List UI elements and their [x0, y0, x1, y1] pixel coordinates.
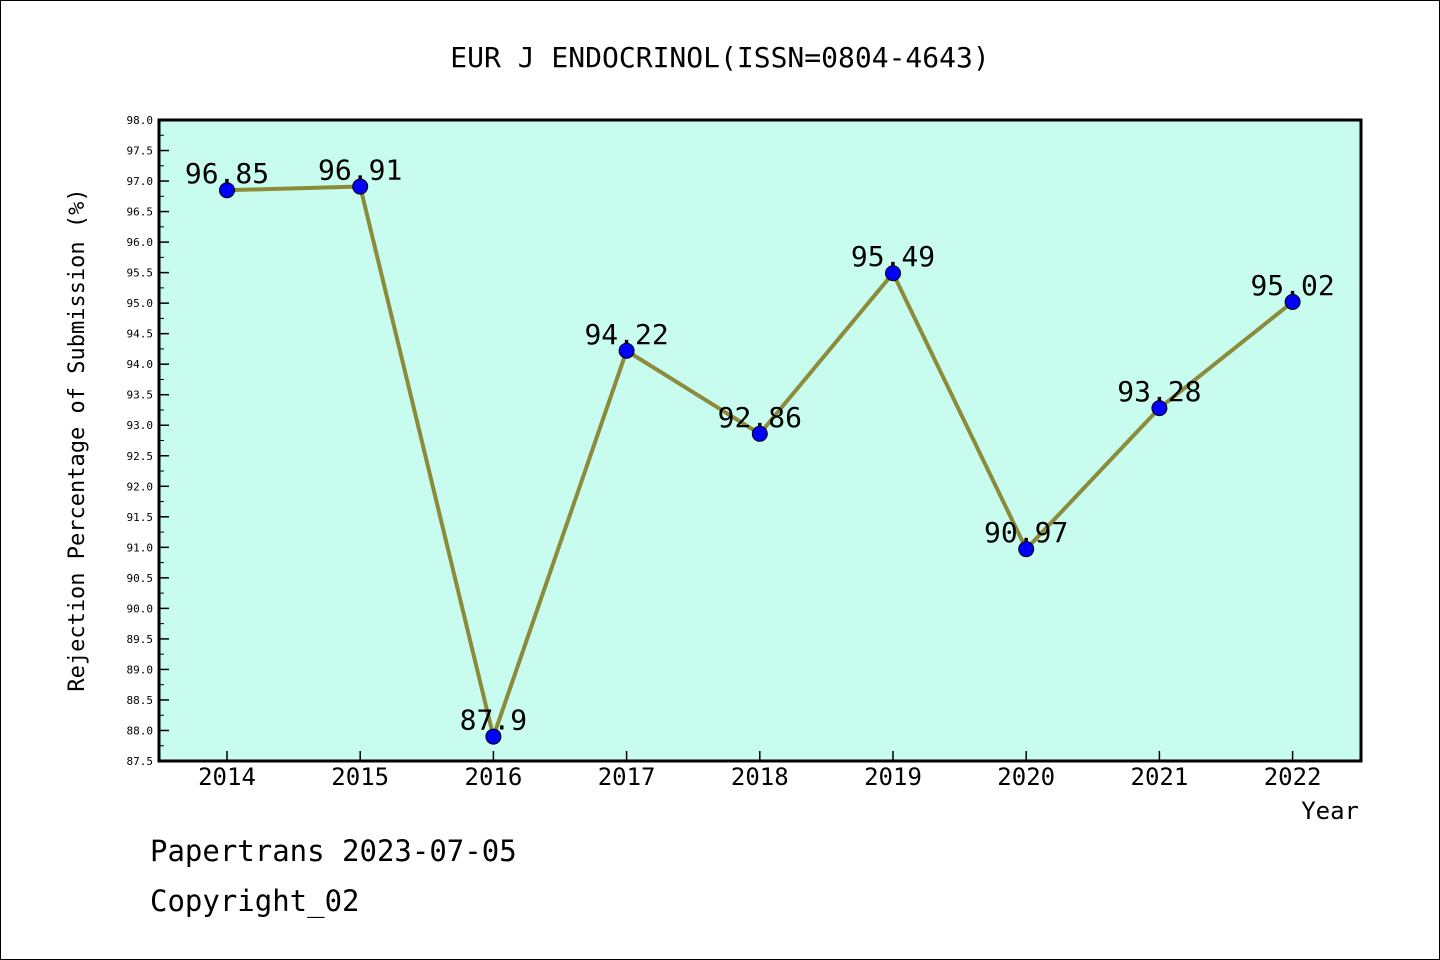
x-tick-label: 2022	[1264, 763, 1322, 791]
y-tick-label: 94.0	[127, 358, 154, 371]
x-tick-label: 2018	[731, 763, 789, 791]
data-point	[1018, 541, 1035, 558]
data-label: 95.49	[851, 240, 935, 273]
y-tick-label: 97.0	[127, 175, 154, 188]
data-labels: 96.85 96.91 87.9 94.22 92.86 95.49 90.97 93.28 9…	[185, 154, 1335, 737]
data-label: 92.86	[718, 401, 802, 434]
x-tick-label: 2017	[598, 763, 656, 791]
y-tick-label: 89.0	[127, 663, 154, 676]
data-label: 95.02	[1250, 269, 1334, 302]
y-tick-label: 91.0	[127, 541, 154, 554]
data-label: 87.9	[460, 704, 527, 737]
x-tick-label: 2015	[331, 763, 389, 791]
data-point	[485, 728, 502, 745]
y-tick-label: 95.5	[127, 267, 154, 280]
data-point	[219, 182, 235, 199]
footer-date: Papertrans 2023-07-05	[150, 834, 517, 868]
data-label: 96.85	[185, 157, 269, 190]
data-point	[1151, 400, 1168, 417]
data-point	[751, 425, 768, 442]
data-point	[352, 178, 369, 195]
y-axis-label: Rejection Percentage of Submission (%)	[65, 188, 90, 691]
data-point	[885, 265, 901, 282]
y-tick-label: 93.0	[127, 419, 154, 432]
y-tick-label: 95.0	[127, 297, 154, 310]
y-tick-label: 91.5	[127, 511, 154, 524]
y-tick-label: 96.5	[127, 206, 154, 219]
x-axis: 2014 2015 2016 2017 2018 2019 2020 2021 2022	[198, 751, 1321, 791]
y-tick-label: 90.5	[127, 572, 154, 585]
x-tick-label: 2020	[997, 763, 1055, 791]
y-tick-label: 98.0	[127, 114, 154, 127]
markers	[219, 178, 1301, 745]
data-label: 90.97	[984, 516, 1068, 549]
x-axis-label: Year	[1301, 797, 1359, 825]
footer-copyright: Copyright_02	[150, 884, 360, 918]
data-point	[1284, 293, 1301, 310]
data-label: 94.22	[584, 318, 668, 351]
y-tick-label: 90.0	[127, 602, 154, 615]
chart-title: EUR J ENDOCRINOL(ISSN=0804-4643)	[450, 41, 989, 74]
y-tick-label: 89.5	[127, 633, 154, 646]
x-tick-label: 2019	[864, 763, 922, 791]
y-tick-label: 97.5	[127, 145, 154, 158]
y-tick-label: 87.5	[127, 755, 154, 768]
x-tick-label: 2021	[1131, 763, 1189, 791]
y-tick-label: 96.0	[127, 236, 154, 249]
y-axis: 87.5 88.0 88.5 89.0 89.5 90.0 90.5 91.0 91.5 92.0…	[127, 114, 169, 768]
x-tick-label: 2016	[465, 763, 523, 791]
data-point	[618, 342, 635, 359]
y-tick-label: 93.5	[127, 389, 154, 402]
y-tick-label: 92.5	[127, 450, 154, 463]
y-tick-label: 92.0	[127, 480, 154, 493]
y-tick-label: 94.5	[127, 328, 154, 341]
y-tick-label: 88.5	[127, 694, 154, 707]
x-tick-label: 2014	[198, 763, 256, 791]
data-label: 93.28	[1117, 375, 1201, 408]
y-tick-label: 88.0	[127, 724, 154, 737]
data-label: 96.91	[318, 154, 402, 187]
